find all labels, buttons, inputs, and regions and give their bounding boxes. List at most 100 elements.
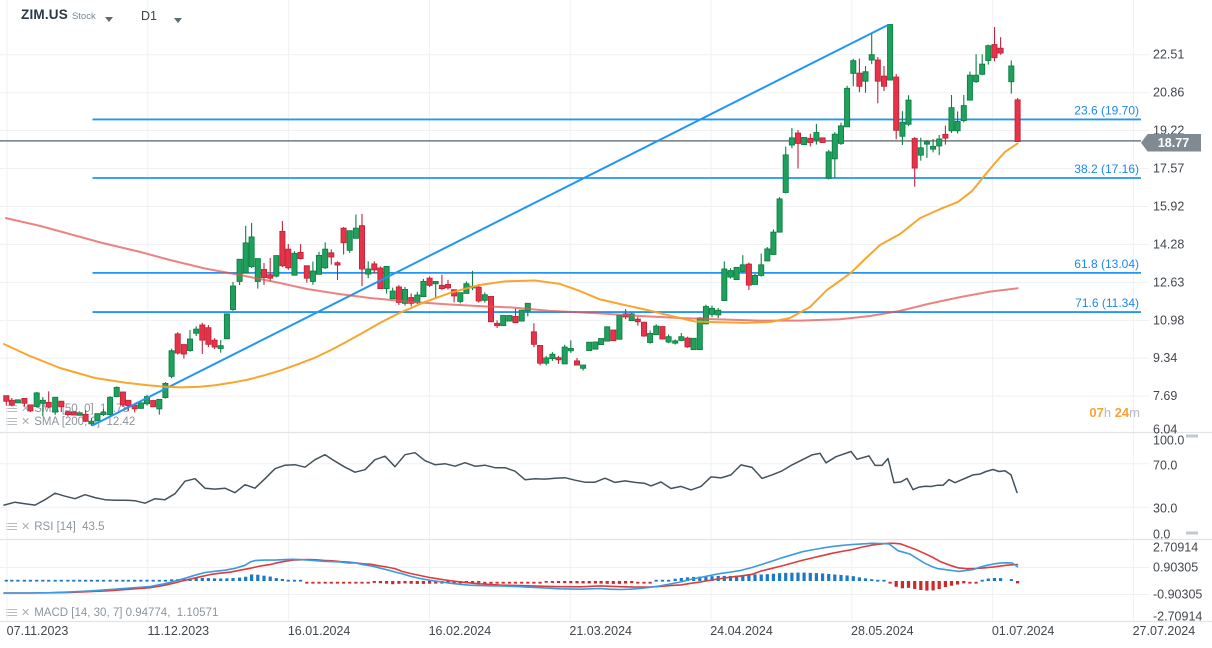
candle <box>831 133 838 160</box>
macd-histogram-bar <box>47 579 51 582</box>
candle <box>291 252 298 276</box>
candle <box>199 324 206 341</box>
candle <box>438 284 445 290</box>
timeframe-select[interactable]: D1 <box>141 9 182 23</box>
candle <box>420 280 427 298</box>
macd-histogram-bar <box>802 572 806 581</box>
candle <box>125 399 132 407</box>
macd-histogram-bar <box>108 579 112 582</box>
candle <box>309 270 316 282</box>
candle <box>911 138 918 169</box>
chevron-down-icon <box>173 18 182 23</box>
candle <box>39 399 46 404</box>
fib-level-label: 23.6 (19.70) <box>1074 103 1139 117</box>
macd-histogram-bar <box>4 579 8 582</box>
macd-histogram-bar <box>78 579 82 582</box>
macd-histogram-bar <box>575 581 579 584</box>
macd-histogram-bar <box>974 581 978 584</box>
candle <box>868 54 875 61</box>
candle <box>88 420 95 425</box>
candle <box>960 105 967 122</box>
macd-histogram-bar <box>654 579 658 582</box>
candle <box>70 411 77 416</box>
candle <box>936 138 943 147</box>
macd-histogram-bar <box>194 578 198 581</box>
candle <box>21 398 28 404</box>
macd-histogram-bar <box>72 579 76 582</box>
candle <box>119 391 126 406</box>
candle <box>942 133 949 139</box>
candle <box>242 242 249 274</box>
candle <box>359 225 366 270</box>
macd-histogram-bar <box>101 579 106 582</box>
candle <box>923 141 930 145</box>
macd-histogram-bar <box>882 579 886 582</box>
macd-histogram-bar <box>360 581 364 584</box>
candle <box>279 230 286 267</box>
candle <box>838 125 845 144</box>
candle <box>825 151 832 179</box>
candle <box>745 263 752 286</box>
symbol-select[interactable]: ZIM.US Stock <box>21 7 113 22</box>
macd-histogram-bar <box>808 572 812 581</box>
macd-histogram-bar <box>231 578 235 581</box>
macd-histogram-bar <box>526 581 530 584</box>
macd-histogram-bar <box>225 578 229 581</box>
macd-histogram-bar <box>747 574 751 581</box>
candle <box>917 147 924 156</box>
candle <box>64 411 71 416</box>
candle <box>186 338 193 351</box>
candle <box>3 395 10 402</box>
indicator-remove-icon[interactable]: ✕ <box>21 606 31 619</box>
candle <box>1014 99 1021 143</box>
candle <box>776 198 783 233</box>
candle <box>236 258 243 282</box>
candle <box>752 274 759 285</box>
macd-histogram-bar <box>685 577 690 581</box>
macd-histogram-bar <box>35 579 39 582</box>
macd-histogram-bar <box>765 574 769 581</box>
candle <box>659 326 666 340</box>
indicator-settings-icon[interactable] <box>6 608 17 618</box>
date-axis-label: 21.03.2024 <box>569 624 632 638</box>
macd-histogram-bar <box>587 581 591 584</box>
macd-histogram-bar <box>876 579 880 582</box>
candle <box>973 74 980 83</box>
macd-histogram-bar <box>956 581 960 585</box>
candle <box>100 412 107 416</box>
candle <box>180 344 187 355</box>
candle <box>721 268 728 301</box>
candle <box>653 325 660 336</box>
date-axis-label: 07.11.2023 <box>7 624 69 638</box>
macd-histogram-bar <box>477 581 481 583</box>
macd-histogram-bar <box>238 577 242 581</box>
macd-histogram-bar <box>863 578 868 581</box>
macd-histogram-bar <box>354 581 358 584</box>
candle <box>150 400 157 408</box>
date-axis-label: 11.12.2023 <box>147 624 209 638</box>
indicator-remove-icon[interactable]: ✕ <box>21 402 31 415</box>
macd-histogram-bar <box>41 579 45 582</box>
countdown-minutes-unit: m <box>1129 405 1140 420</box>
sma50-line <box>3 142 1019 389</box>
candle <box>580 364 587 369</box>
candle <box>696 317 703 351</box>
indicator-settings-icon[interactable] <box>6 417 17 427</box>
indicator-settings-icon[interactable] <box>6 522 17 532</box>
candle <box>966 74 973 101</box>
macd-histogram-bar <box>593 581 597 584</box>
macd-histogram-bar <box>925 581 929 591</box>
macd-histogram-bar <box>10 579 14 582</box>
candle <box>346 230 353 251</box>
macd-histogram-bar <box>53 579 57 582</box>
macd-histogram-bar <box>931 581 935 591</box>
indicator-remove-icon[interactable]: ✕ <box>21 520 31 533</box>
macd-signal-line <box>3 542 1019 594</box>
macd-histogram-bar <box>980 579 984 582</box>
indicator-remove-icon[interactable]: ✕ <box>21 415 31 428</box>
candle <box>402 289 409 304</box>
candle <box>586 341 593 351</box>
candle <box>8 399 15 406</box>
